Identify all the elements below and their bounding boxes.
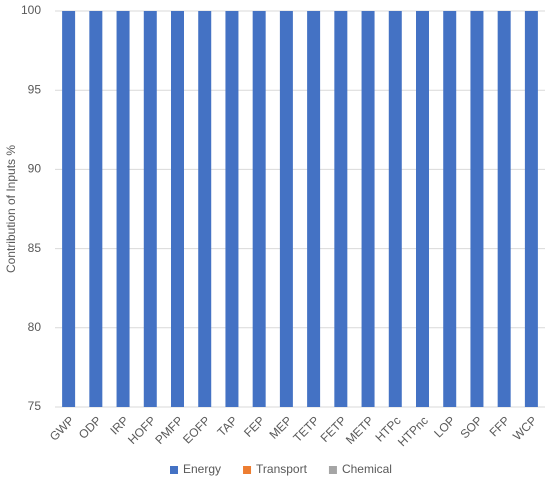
x-tick-label: HOFP — [125, 413, 158, 446]
legend-label: Transport — [256, 462, 308, 476]
bar-segment — [62, 11, 76, 407]
bar-segment — [89, 11, 103, 407]
y-tick-label: 80 — [28, 320, 42, 334]
bar-segment — [497, 11, 511, 407]
x-tick-label: GWP — [47, 413, 77, 443]
legend-swatch — [328, 466, 337, 474]
x-tick-label: FETP — [318, 413, 350, 445]
bar-segment — [225, 11, 239, 407]
x-tick-label: ODP — [76, 413, 104, 441]
legend-swatch — [170, 466, 178, 474]
bar-segment — [334, 11, 348, 407]
x-tick-label: WCP — [510, 413, 540, 443]
bar-segment — [361, 11, 375, 407]
legend-label: Energy — [183, 462, 221, 476]
legend-swatch — [243, 466, 252, 474]
y-tick-label: 85 — [28, 241, 42, 255]
bar-segment — [416, 11, 429, 407]
bar-segment — [252, 11, 266, 407]
y-tick-label: 75 — [28, 399, 42, 413]
bar-segment — [307, 11, 321, 407]
bar-segment — [443, 11, 457, 407]
x-tick-label: SOP — [457, 413, 485, 441]
bar-segment — [143, 11, 157, 407]
bar-segment — [388, 11, 402, 407]
bar-segment — [198, 11, 212, 407]
x-tick-label: MEP — [266, 413, 294, 441]
y-tick-label: 90 — [28, 162, 42, 176]
x-tick-label: FFP — [487, 413, 513, 439]
y-tick-label: 95 — [28, 82, 42, 96]
y-axis-title: Contribution of Inputs % — [4, 145, 18, 273]
bar-segment — [116, 11, 130, 407]
x-tick-label: PMFP — [152, 413, 185, 446]
x-tick-label: HTPnc — [395, 413, 431, 449]
x-tick-label: FEP — [241, 413, 267, 439]
bar-segment — [524, 11, 538, 407]
bar-segment — [279, 11, 293, 407]
x-tick-label: LOP — [431, 413, 458, 440]
x-tick-label: TAP — [215, 413, 241, 439]
legend-label: Chemical — [342, 462, 392, 476]
y-tick-label: 100 — [21, 3, 41, 17]
bar-segment — [470, 11, 484, 407]
x-tick-label: EOFP — [180, 413, 213, 446]
x-tick-label: METP — [343, 413, 376, 446]
x-tick-label: TETP — [290, 413, 322, 445]
bar-segment — [171, 11, 184, 407]
